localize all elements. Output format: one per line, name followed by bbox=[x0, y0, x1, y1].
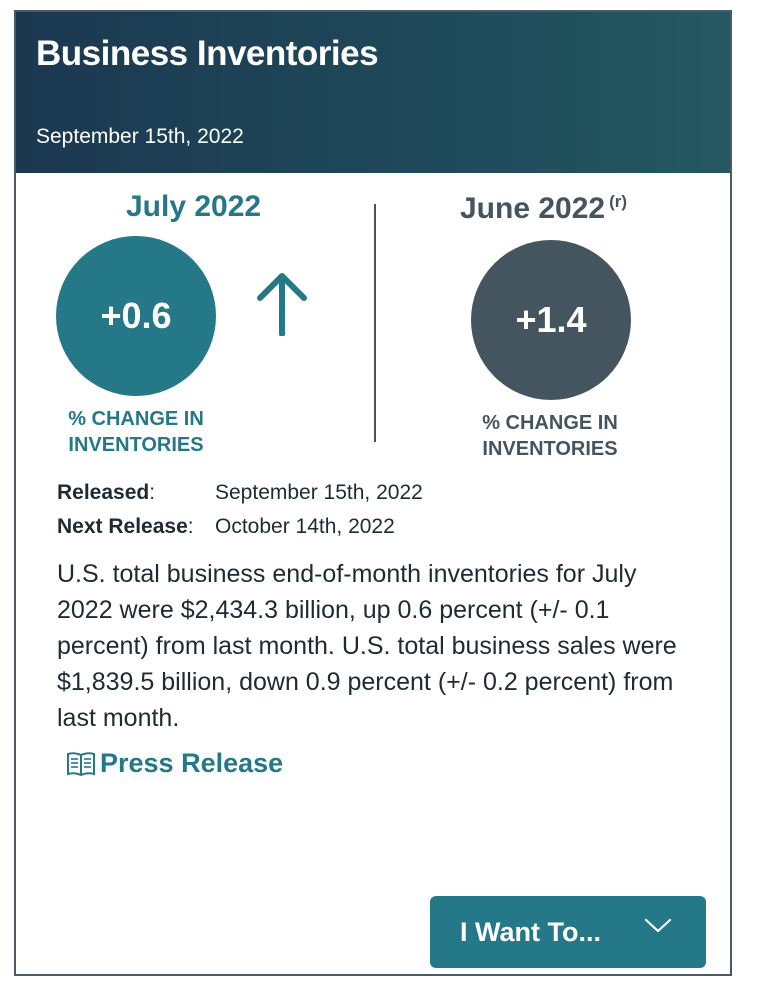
column-divider bbox=[374, 204, 376, 442]
card-header: Business Inventories September 15th, 202… bbox=[16, 12, 730, 173]
card-title: Business Inventories bbox=[36, 34, 379, 73]
released-row: Released: September 15th, 2022 bbox=[57, 481, 423, 504]
released-value: September 15th, 2022 bbox=[215, 481, 423, 504]
press-release-label: Press Release bbox=[100, 748, 284, 778]
arrow-up-icon bbox=[257, 273, 307, 336]
current-period-title: July 2022 bbox=[126, 190, 262, 223]
summary-text: U.S. total business end-of-month invento… bbox=[57, 560, 677, 732]
previous-value-circle: +1.4 bbox=[471, 240, 631, 400]
press-release-link[interactable]: Press Release bbox=[66, 748, 283, 779]
header-date: September 15th, 2022 bbox=[36, 125, 244, 148]
next-release-value: October 14th, 2022 bbox=[215, 515, 395, 538]
previous-value: +1.4 bbox=[515, 299, 587, 340]
current-value: +0.6 bbox=[100, 295, 172, 336]
released-key: Released bbox=[57, 481, 150, 504]
current-metric-label: % CHANGE IN INVENTORIES bbox=[68, 408, 204, 456]
previous-metric-label: % CHANGE IN INVENTORIES bbox=[482, 412, 618, 460]
next-release-key: Next Release bbox=[57, 515, 188, 538]
revised-mark[interactable]: (r) bbox=[609, 192, 628, 211]
previous-period-title: June 2022 (r) bbox=[460, 192, 627, 226]
next-release-row: Next Release: October 14th, 2022 bbox=[57, 515, 395, 538]
book-icon bbox=[67, 751, 95, 776]
current-value-circle: +0.6 bbox=[56, 236, 216, 396]
i-want-to-label: I Want To... bbox=[460, 916, 601, 947]
previous-period: June 2022 bbox=[460, 192, 606, 225]
chevron-down-icon bbox=[644, 918, 672, 933]
business-inventories-card: Business Inventories September 15th, 202… bbox=[14, 10, 732, 976]
i-want-to-dropdown[interactable]: I Want To... bbox=[430, 896, 706, 968]
